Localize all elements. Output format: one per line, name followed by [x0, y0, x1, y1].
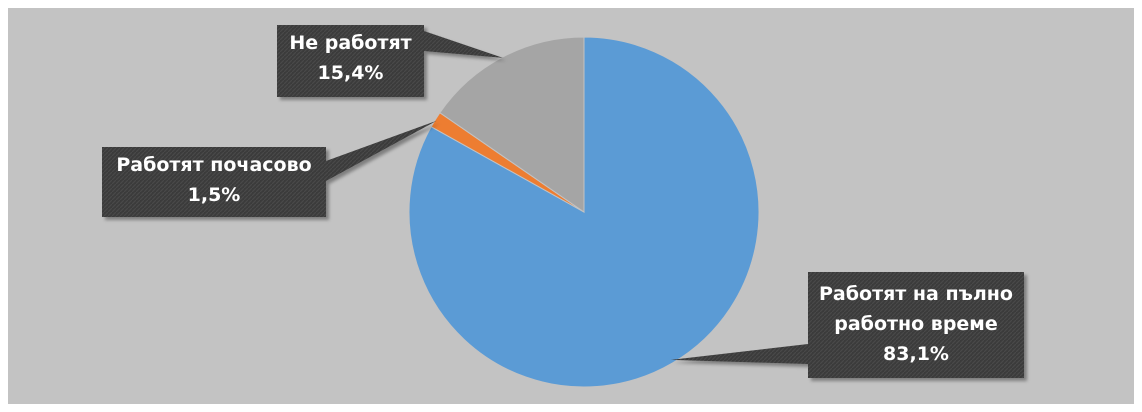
- data-callout-full-time: Работят на пълно работно време 83,1%: [670, 272, 1024, 378]
- callout-box: [277, 25, 424, 97]
- callout-box: [808, 272, 1024, 378]
- callout-label: работно време: [834, 313, 997, 335]
- callout-label: Не работят: [289, 32, 411, 54]
- callout-box: [102, 147, 326, 217]
- callout-pointer: [670, 344, 808, 364]
- callout-value: 83,1%: [883, 343, 949, 365]
- callout-value: 15,4%: [318, 62, 384, 84]
- pie-slice-not-working: [439, 36, 585, 213]
- callout-label: Работят почасово: [116, 154, 311, 176]
- callout-label: Работят на пълно: [819, 283, 1013, 305]
- callout-value: 1,5%: [188, 184, 241, 206]
- callout-pointer: [424, 31, 503, 58]
- data-callout-part-time: Работят почасово 1,5%: [102, 120, 437, 217]
- callout-pointer: [326, 120, 437, 181]
- data-callout-not-working: Не работят 15,4%: [277, 25, 503, 97]
